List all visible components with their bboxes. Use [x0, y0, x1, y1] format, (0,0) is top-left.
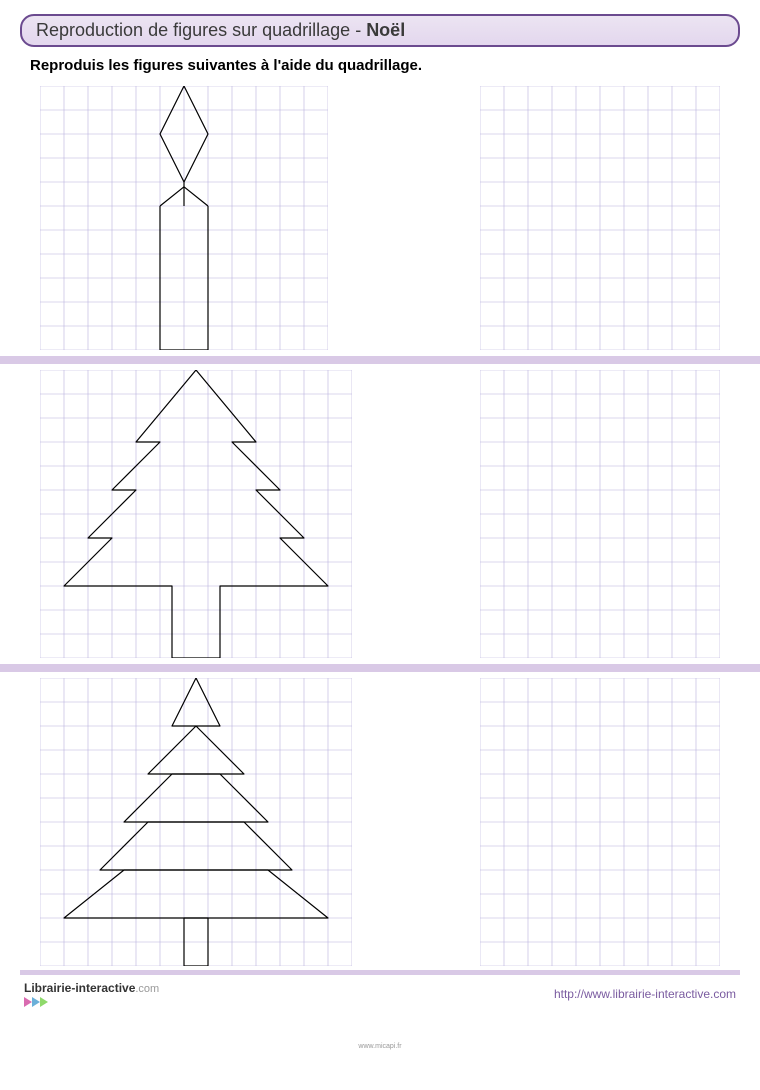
exercise-row [0, 678, 760, 966]
logo-main: Librairie-interactive [24, 981, 135, 995]
exercise-row [0, 370, 760, 658]
section-divider [0, 356, 760, 364]
logo-suffix: .com [135, 983, 159, 995]
logo: Librairie-interactive.com [24, 981, 159, 1007]
title-prefix: Reproduction de figures sur quadrillage … [36, 20, 366, 40]
instruction-text: Reproduis les figures suivantes à l'aide… [30, 57, 730, 74]
logo-triangles [24, 997, 159, 1007]
model-grid [40, 678, 352, 966]
model-grid [40, 370, 352, 658]
blank-grid [480, 678, 720, 966]
logo-triangle-icon [32, 997, 40, 1007]
grid [480, 86, 720, 350]
logo-triangle-icon [40, 997, 48, 1007]
grid [40, 370, 352, 658]
grid [480, 370, 720, 658]
blank-grid [480, 370, 720, 658]
model-grid [40, 86, 328, 350]
section-divider [0, 664, 760, 672]
grid [40, 86, 328, 350]
logo-triangle-icon [24, 997, 32, 1007]
credit-text: www.micapi.fr [358, 1043, 401, 1050]
grid [40, 678, 352, 966]
footer: Librairie-interactive.com http://www.lib… [0, 975, 760, 1007]
exercise-row [0, 86, 760, 350]
title-bar: Reproduction de figures sur quadrillage … [20, 14, 740, 47]
grid [480, 678, 720, 966]
title-bold: Noël [366, 20, 405, 40]
footer-url: http://www.librairie-interactive.com [554, 987, 736, 1001]
blank-grid [480, 86, 720, 350]
